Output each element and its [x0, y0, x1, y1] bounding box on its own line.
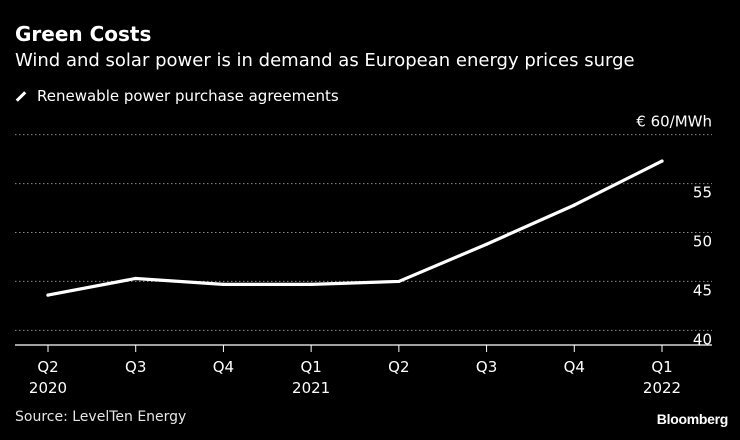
- x-tick-label: Q2: [37, 358, 58, 376]
- series: [46, 159, 664, 297]
- y-tick-label-45: 45: [693, 281, 712, 299]
- x-tick-label: Q1: [300, 358, 321, 376]
- y-tick-label-40: 40: [693, 330, 712, 348]
- x-year-label: 2020: [29, 379, 67, 397]
- x-year-label: 2021: [292, 379, 330, 397]
- source-note: Source: LevelTen Energy: [15, 409, 187, 425]
- data-point: [309, 282, 313, 286]
- y-axis: € 60/MWh 40 45 50 55: [636, 113, 712, 349]
- x-tick-label: Q4: [213, 358, 234, 376]
- chart-title: Green Costs: [15, 22, 152, 46]
- bloomberg-logo: Bloomberg: [656, 411, 729, 427]
- x-tick-label: Q4: [564, 358, 585, 376]
- x-tick-label: Q3: [125, 358, 146, 376]
- x-tick-label: Q1: [651, 358, 672, 376]
- data-point: [221, 282, 226, 286]
- data-point: [134, 276, 138, 281]
- y-tick-label-50: 50: [693, 233, 712, 251]
- y-axis-unit-label: € 60/MWh: [636, 113, 712, 131]
- data-point: [397, 279, 401, 284]
- x-axis: Q2 2020 Q3 Q4 Q1 2021 Q2 Q3 Q4 Q1 2022: [15, 344, 712, 397]
- y-tick-label-55: 55: [693, 184, 712, 202]
- x-tick-label: Q2: [388, 358, 409, 376]
- legend-label: Renewable power purchase agreements: [37, 87, 339, 105]
- series-line-0: [46, 159, 664, 297]
- legend: Renewable power purchase agreements: [15, 87, 339, 105]
- data-point: [484, 242, 489, 246]
- data-point: [660, 159, 664, 163]
- chart-subtitle: Wind and solar power is in demand as Eur…: [15, 50, 635, 71]
- gridlines: [15, 134, 712, 331]
- x-tick-label: Q3: [476, 358, 497, 376]
- x-year-label: 2022: [643, 379, 681, 397]
- data-point: [572, 203, 576, 207]
- data-point: [46, 293, 50, 297]
